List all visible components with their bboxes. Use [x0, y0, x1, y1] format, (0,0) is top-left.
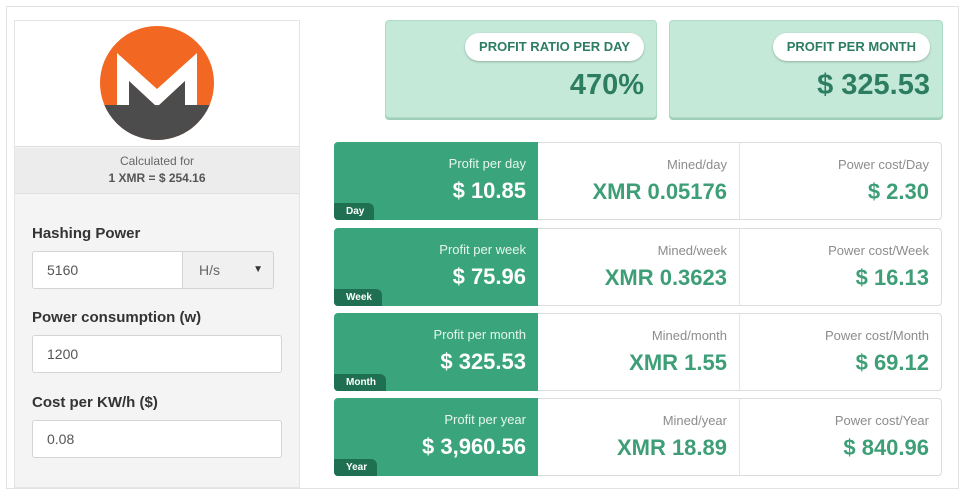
period-tag: Year: [334, 459, 378, 476]
row-day: Profit per day $ 10.85 Day Mined/day XMR…: [334, 142, 942, 220]
profit-cell: Profit per year $ 3,960.56 Year: [334, 398, 538, 476]
power-cost-value: $ 840.96: [843, 435, 929, 460]
mined-value: XMR 0.05176: [592, 179, 727, 204]
power-cost-cell: Power cost/Week $ 16.13: [740, 229, 941, 305]
profit-ratio-label: PROFIT RATIO PER DAY: [465, 33, 644, 61]
profit-label: Profit per year: [444, 412, 526, 427]
cost-per-kwh-label: Cost per KW/h ($): [32, 394, 158, 411]
profit-label: Profit per month: [433, 327, 527, 342]
mined-value: XMR 1.55: [629, 350, 727, 375]
profit-cell: Profit per week $ 75.96 Week: [334, 228, 538, 306]
mined-label: Mined/month: [651, 328, 727, 343]
power-cost-label: Power cost/Week: [828, 243, 929, 258]
profit-label: Profit per day: [448, 156, 526, 171]
logo-area: [15, 21, 299, 147]
profit-month-label: PROFIT PER MONTH: [772, 33, 930, 61]
power-cost-cell: Power cost/Year $ 840.96: [740, 399, 941, 475]
mined-cell: Mined/week XMR 0.3623: [538, 229, 740, 305]
mined-cell: Mined/year XMR 18.89: [538, 399, 740, 475]
row-month: Profit per month $ 325.53 Month Mined/mo…: [334, 313, 942, 391]
hashing-power-input[interactable]: 5160: [32, 251, 183, 289]
period-tag: Week: [334, 289, 382, 306]
row-week: Profit per week $ 75.96 Week Mined/week …: [334, 228, 942, 306]
mined-label: Mined/year: [662, 413, 727, 428]
exchange-rate-box: Calculated for 1 XMR = $ 254.16: [15, 148, 299, 194]
power-cost-value: $ 69.12: [855, 350, 929, 375]
profit-value: $ 75.96: [452, 264, 526, 289]
power-consumption-input[interactable]: 1200: [32, 335, 282, 373]
profit-ratio-card: PROFIT RATIO PER DAY 470%: [385, 20, 657, 118]
profit-value: $ 10.85: [452, 178, 526, 203]
profit-month-card: PROFIT PER MONTH $ 325.53: [669, 20, 943, 118]
power-cost-label: Power cost/Month: [824, 328, 929, 343]
profit-cell: Profit per month $ 325.53 Month: [334, 313, 538, 391]
calculator-input-panel: Calculated for 1 XMR = $ 254.16 Hashing …: [14, 20, 300, 488]
power-cost-value: $ 16.13: [855, 265, 929, 290]
mined-cell: Mined/day XMR 0.05176: [538, 143, 740, 219]
period-tag: Day: [334, 203, 375, 220]
monero-logo-icon: [100, 26, 214, 140]
mined-value: XMR 0.3623: [604, 265, 727, 290]
mined-cell: Mined/month XMR 1.55: [538, 314, 740, 390]
calculated-for-label: Calculated for: [119, 154, 195, 168]
mined-label: Mined/week: [657, 243, 727, 258]
power-consumption-label: Power consumption (w): [32, 309, 202, 326]
hash-unit-select[interactable]: H/s ▼: [182, 251, 274, 289]
mined-value: XMR 18.89: [616, 435, 727, 460]
profit-cell: Profit per day $ 10.85 Day: [334, 142, 538, 220]
mined-label: Mined/day: [667, 157, 727, 172]
profit-value: $ 3,960.56: [422, 434, 526, 459]
profit-label: Profit per week: [439, 242, 526, 257]
profit-ratio-value: 470%: [569, 69, 644, 101]
profit-value: $ 325.53: [440, 349, 526, 374]
profit-month-value: $ 325.53: [817, 69, 930, 101]
power-cost-value: $ 2.30: [867, 179, 929, 204]
hashing-power-label: Hashing Power: [32, 225, 141, 242]
exchange-rate-value: 1 XMR = $ 254.16: [108, 171, 206, 185]
power-cost-label: Power cost/Day: [837, 157, 929, 172]
hash-unit-value: H/s: [199, 262, 220, 278]
power-cost-label: Power cost/Year: [834, 413, 929, 428]
period-tag: Month: [334, 374, 386, 391]
row-year: Profit per year $ 3,960.56 Year Mined/ye…: [334, 398, 942, 476]
cost-per-kwh-input[interactable]: 0.08: [32, 420, 282, 458]
power-cost-cell: Power cost/Month $ 69.12: [740, 314, 941, 390]
chevron-down-icon: ▼: [253, 264, 263, 275]
power-cost-cell: Power cost/Day $ 2.30: [740, 143, 941, 219]
